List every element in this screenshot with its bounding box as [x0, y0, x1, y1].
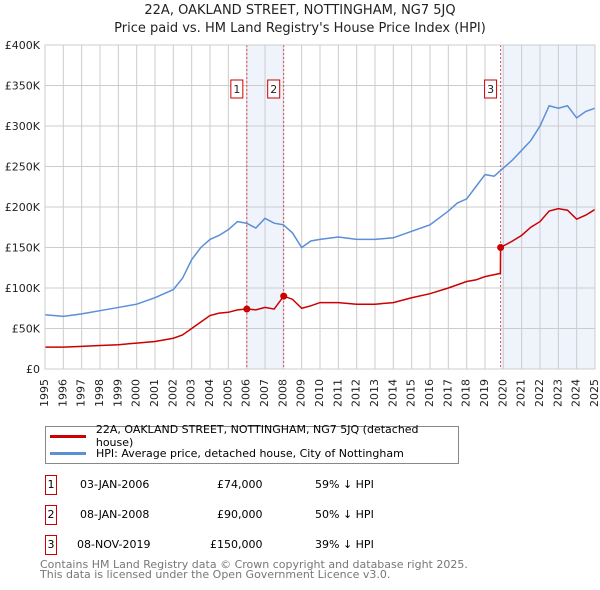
x-tick-label: 1998	[93, 379, 106, 407]
legend: 22A, OAKLAND STREET, NOTTINGHAM, NG7 5JQ…	[45, 423, 459, 464]
x-tick-label: 2025	[588, 379, 600, 407]
x-tick-label: 2009	[295, 379, 308, 407]
sale-marker-label: 1	[233, 83, 240, 96]
sale-marker-label: 2	[45, 505, 57, 525]
table-row: 3 08-NOV-2019 £150,000 39% ↓ HPI	[45, 535, 445, 555]
footer-line: Contains HM Land Registry data © Crown c…	[40, 558, 468, 571]
legend-label: HPI: Average price, detached house, City…	[96, 446, 404, 460]
x-tick-label: 2000	[130, 379, 143, 407]
x-tick-label: 2021	[515, 379, 528, 407]
x-tick-label: 2002	[166, 379, 179, 407]
x-tick-label: 2017	[441, 379, 454, 407]
x-tick-label: 2022	[533, 379, 546, 407]
legend-swatch	[50, 451, 86, 455]
y-tick-label: £300K	[5, 120, 41, 133]
series-line	[44, 104, 596, 318]
x-tick-label: 2001	[148, 379, 161, 407]
sale-price: £74,000	[217, 478, 263, 491]
legend-item-hpi: HPI: Average price, detached house, City…	[50, 445, 404, 461]
y-tick-label: £150K	[5, 242, 41, 255]
x-tick-label: 2007	[258, 379, 271, 407]
x-tick-label: 2011	[331, 379, 344, 407]
footer-line: This data is licensed under the Open Gov…	[40, 568, 391, 581]
y-tick-label: £100K	[5, 282, 41, 295]
x-tick-label: 2018	[460, 379, 473, 407]
sale-point	[497, 244, 505, 251]
table-row: 1 03-JAN-2006 £74,000 59% ↓ HPI	[45, 475, 445, 495]
x-tick-label: 2016	[423, 379, 436, 407]
x-tick-label: 2015	[405, 379, 418, 407]
y-tick-label: £400K	[5, 39, 41, 52]
x-tick-label: 2020	[496, 379, 509, 407]
x-tick-label: 1996	[56, 379, 69, 407]
x-tick-label: 2004	[203, 379, 216, 407]
x-tick-label: 2014	[386, 379, 399, 407]
x-tick-label: 2003	[185, 379, 198, 407]
sale-hpi: 50% ↓ HPI	[315, 508, 374, 521]
y-tick-label: £0	[26, 363, 40, 376]
sale-marker-label: 3	[45, 535, 57, 555]
footer: Contains HM Land Registry data © Crown c…	[40, 558, 468, 581]
x-tick-label: 2023	[551, 379, 564, 407]
x-tick-label: 2010	[313, 379, 326, 407]
sale-hpi: 59% ↓ HPI	[315, 478, 374, 491]
sale-marker-label: 3	[487, 83, 494, 96]
x-tick-label: 1995	[38, 379, 51, 407]
x-tick-label: 1997	[75, 379, 88, 407]
x-tick-label: 2024	[570, 379, 583, 407]
sale-marker-box	[484, 79, 498, 99]
x-tick-label: 1999	[111, 379, 124, 407]
sale-marker-box	[230, 79, 244, 99]
y-tick-label: £50K	[12, 323, 41, 336]
sale-point	[243, 305, 251, 313]
x-tick-label: 2008	[276, 379, 289, 407]
x-tick-label: 2013	[368, 379, 381, 407]
sale-point	[280, 292, 288, 300]
y-tick-label: £250K	[5, 161, 41, 174]
legend-item-property: 22A, OAKLAND STREET, NOTTINGHAM, NG7 5JQ…	[50, 423, 458, 449]
chart-plot: 1995 1996 1997 1998 1999 2000 2001 2002 2003 2004…	[5, 39, 600, 407]
table-row: 2 08-JAN-2008 £90,000 50% ↓ HPI	[45, 505, 445, 525]
x-tick-label: 2019	[478, 379, 491, 407]
sale-price: £150,000	[210, 538, 263, 551]
x-tick-label: 2012	[350, 379, 363, 407]
sale-date: 08-JAN-2008	[80, 508, 150, 521]
y-tick-label: £200K	[5, 201, 41, 214]
plot-frame	[44, 44, 596, 370]
chart-subtitle: Price paid vs. HM Land Registry's House …	[114, 21, 486, 36]
sale-hpi: 39% ↓ HPI	[315, 538, 374, 551]
sale-marker-label: 1	[45, 475, 57, 495]
sale-price: £90,000	[217, 508, 263, 521]
sale-marker-label: 2	[270, 83, 277, 96]
legend-label: 22A, OAKLAND STREET, NOTTINGHAM, NG7 5JQ…	[95, 423, 419, 449]
sale-marker-box	[267, 79, 281, 99]
chart-title: 22A, OAKLAND STREET, NOTTINGHAM, NG7 5JQ	[144, 3, 456, 18]
sale-date: 08-NOV-2019	[77, 538, 151, 551]
x-tick-label: 2006	[240, 379, 253, 407]
y-tick-label: £350K	[5, 80, 41, 93]
series-line	[45, 207, 596, 348]
sale-date: 03-JAN-2006	[80, 478, 150, 491]
x-tick-label: 2005	[221, 379, 234, 407]
legend-swatch	[50, 434, 86, 438]
